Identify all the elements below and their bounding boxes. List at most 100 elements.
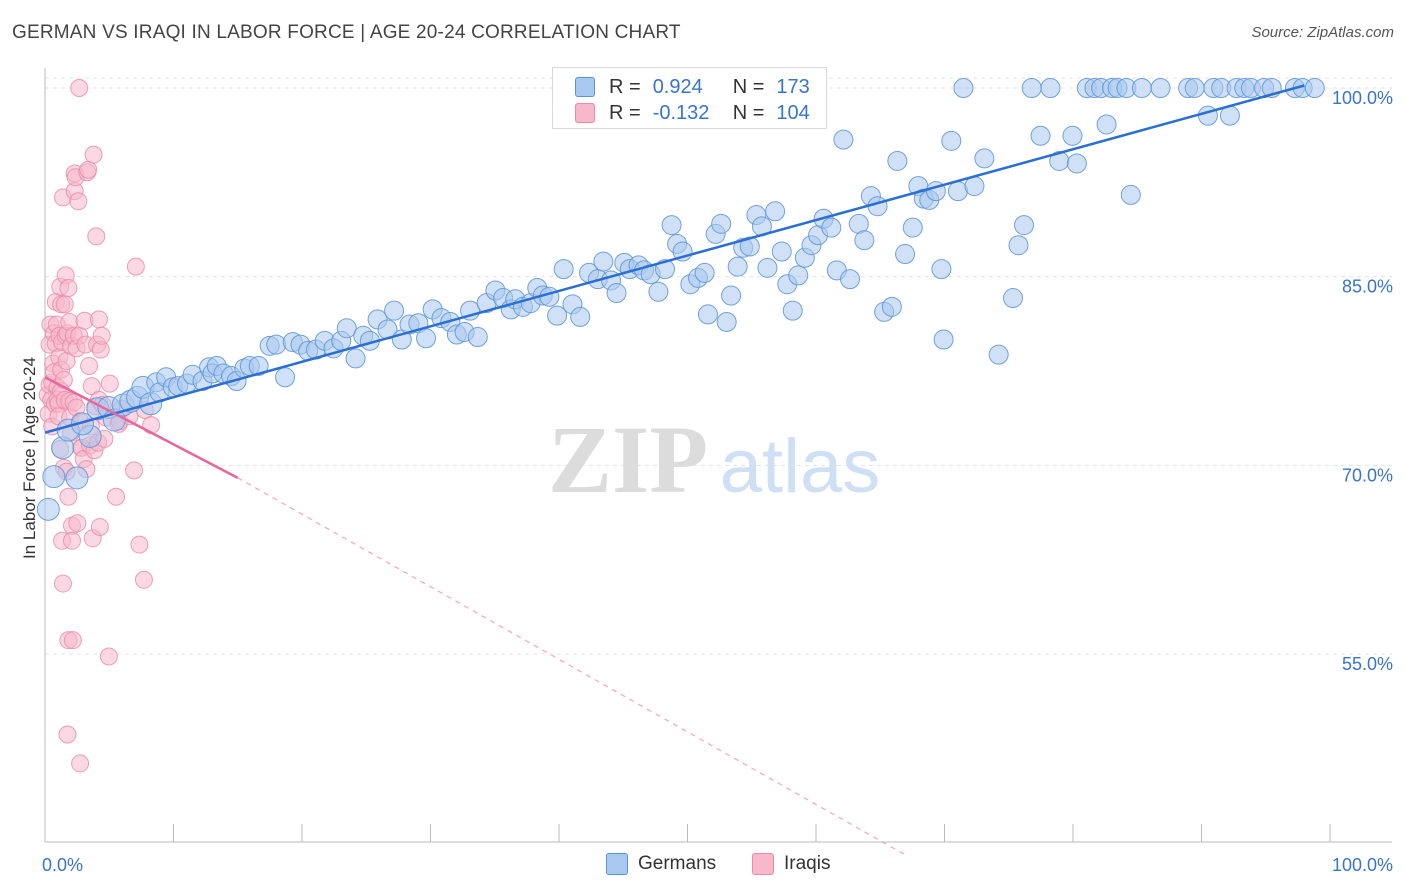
iraqi-point (71, 754, 90, 773)
iraqi-points (38, 79, 161, 773)
german-point (336, 318, 357, 339)
iraqi-point (90, 517, 109, 536)
x-tick-label-min: 0.0% (42, 855, 83, 875)
iraqi-point (69, 192, 88, 211)
bottom-legend-label-iraqis: Iraqis (784, 853, 831, 874)
german-point (1066, 153, 1087, 174)
german-point (711, 213, 732, 234)
german-point (881, 296, 902, 317)
german-point (1184, 78, 1205, 98)
iraqi-point (89, 310, 108, 329)
legend-swatch-germans (575, 77, 595, 97)
bottom-legend-germans: Germans (606, 852, 716, 876)
german-point (771, 241, 792, 262)
german-point (727, 256, 748, 277)
iraqi-point (99, 647, 118, 666)
german-point (854, 230, 875, 251)
bottom-legend-swatch-germans (606, 853, 628, 875)
trend-layer (44, 84, 1305, 856)
german-point (840, 269, 861, 290)
watermark-atlas: atlas (720, 424, 881, 509)
x-tick-label-max: 100.0% (1332, 855, 1393, 875)
german-point (416, 328, 437, 349)
german-point (1150, 78, 1171, 98)
german-point (65, 466, 89, 490)
german-point (606, 283, 627, 304)
stats-legend: R = 0.924 N = 173 R = -0.132 N = 104 (552, 67, 827, 129)
legend-swatch-iraqis (575, 103, 595, 123)
german-point (697, 304, 718, 325)
german-point (70, 412, 94, 436)
german-point (384, 300, 405, 321)
german-point (933, 329, 954, 350)
german-point (788, 265, 809, 286)
iraqi-point (126, 257, 145, 276)
source-attribution: Source: ZipAtlas.com (1251, 24, 1394, 41)
iraqi-point (142, 416, 161, 435)
german-point (1002, 288, 1023, 309)
german-point (974, 148, 995, 169)
german-point (739, 236, 760, 257)
bottom-legend-iraqis: Iraqis (752, 852, 830, 876)
legend-n-label: N = (732, 101, 765, 124)
german-point (570, 306, 591, 327)
legend-n-label: N = (732, 75, 765, 98)
german-point (248, 355, 269, 376)
german-point (765, 201, 786, 222)
german-point (902, 217, 923, 238)
german-point (655, 259, 676, 280)
legend-r-label: R = (609, 101, 641, 124)
german-point (1096, 114, 1117, 135)
iraqi-point (62, 531, 81, 550)
iraqi-point (84, 145, 103, 164)
german-point (539, 286, 560, 307)
german-point (1008, 235, 1029, 256)
legend-r-value-germans: 0.924 (652, 75, 703, 98)
german-point (931, 259, 952, 280)
legend-n-value-iraqis: 104 (776, 101, 810, 124)
bottom-legend-swatch-iraqis (752, 853, 774, 875)
german-point (694, 262, 715, 283)
german-point (887, 150, 908, 171)
german-point (275, 367, 296, 388)
watermark-zip: ZIP (548, 406, 708, 513)
german-point (1131, 78, 1152, 98)
legend-row-germans: R = 0.924 N = 173 (575, 75, 810, 99)
german-point (757, 257, 778, 278)
iraqi-point (68, 514, 87, 533)
iraqi-point (55, 295, 74, 314)
iraqi-point (92, 326, 111, 345)
iraqi-point (125, 461, 144, 480)
german-point (648, 281, 669, 302)
german-point (553, 259, 574, 280)
german-trend-line (44, 84, 1305, 434)
iraqi-point (59, 278, 78, 297)
german-point (721, 285, 742, 306)
iraqi-point (87, 227, 106, 246)
y-tick-label: 85.0% (1342, 277, 1393, 297)
german-point (42, 465, 66, 489)
german-point (345, 348, 366, 369)
german-point (988, 344, 1009, 365)
iraqi-point (107, 487, 126, 506)
german-point (953, 78, 974, 98)
iraqi-point (58, 725, 77, 744)
iraqi-point (134, 570, 153, 589)
german-point (547, 305, 568, 326)
german-point (895, 244, 916, 265)
german-point (661, 215, 682, 236)
iraqi-trend-line (44, 376, 239, 480)
bottom-legend-label-germans: Germans (638, 853, 717, 874)
y-axis-title: In Labor Force | Age 20-24 (20, 357, 39, 559)
chart-title: GERMAN VS IRAQI IN LABOR FORCE | AGE 20-… (12, 22, 681, 43)
iraqi-point (63, 631, 82, 650)
iraqi-point (70, 79, 89, 97)
iraqi-point (100, 374, 119, 393)
iraqi-point (80, 356, 99, 375)
german-point (821, 217, 842, 238)
legend-r-label: R = (609, 75, 641, 98)
german-point (467, 327, 488, 348)
german-point (1062, 125, 1083, 146)
german-point (36, 497, 60, 521)
